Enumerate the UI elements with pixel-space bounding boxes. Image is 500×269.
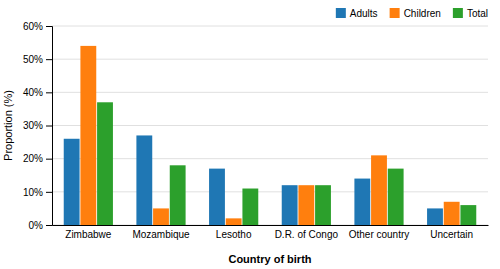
legend-swatch [453,8,463,18]
bars [64,46,477,225]
x-tick: Mozambique [132,229,190,240]
bar [136,135,152,225]
bar [315,185,331,225]
y-tick-label: 60% [23,21,43,32]
chart: 0% 10% 20% 30% 40% 50% 60% Zimbabwe Mozambique Le… [0,0,500,269]
legend-label: Adults [350,8,378,19]
y-tick: 0% [29,220,52,231]
bar [388,169,404,225]
legend: Adults Children Total [336,8,488,19]
y-tick-mark [46,126,52,127]
y-tick: 60% [23,21,52,32]
bar [371,155,387,225]
y-tick-label: 40% [23,87,43,98]
bar [64,139,80,225]
bar [460,205,476,225]
y-tick: 10% [23,187,52,198]
grid-line [52,191,488,192]
y-tick-label: 20% [23,153,43,164]
x-axis-line [53,225,489,226]
y-tick-label: 10% [23,187,43,198]
y-axis-title: Proportion (%) [2,90,14,161]
bar [354,179,370,225]
y-tick-label: 50% [23,54,43,65]
x-tick-label: Uncertain [430,229,473,240]
x-tick: Other country [349,229,410,240]
legend-item: Children [390,8,441,19]
x-axis: Zimbabwe Mozambique Lesotho D.R. of Congo Ot… [53,226,489,241]
y-tick-mark [46,159,52,160]
x-tick: Lesotho [216,229,252,240]
y-axis: 0% 10% 20% 30% 40% 50% 60% [23,21,53,231]
legend-swatch [390,8,400,18]
y-tick: 40% [23,87,52,98]
y-axis-line [46,27,53,226]
bar [427,208,443,225]
x-axis-title: Country of birth [228,253,311,265]
grid-line [52,225,488,226]
legend-item: Adults [336,8,378,19]
y-tick: 20% [23,153,52,164]
bar [170,165,186,225]
y-tick-mark [46,92,52,93]
x-tick: Zimbabwe [65,229,112,240]
y-tick-mark [46,59,52,60]
grid-line [52,92,488,93]
grid-line [52,125,488,126]
bar [242,189,258,225]
y-tick-mark [46,225,52,226]
grid [52,26,488,225]
bar [282,185,298,225]
x-tick-label: Mozambique [132,229,190,240]
legend-item: Total [453,8,488,19]
x-tick-label: D.R. of Congo [275,229,339,240]
bar [298,185,314,225]
bar-series [64,135,443,225]
bar [97,102,113,225]
y-tick-mark [46,192,52,193]
x-tick-label: Lesotho [216,229,252,240]
grid-line [52,26,488,27]
plot: 0% 10% 20% 30% 40% 50% 60% Zimbabwe Mozambique Le… [23,21,489,240]
x-tick: Uncertain [430,229,473,240]
bar-series [97,102,476,225]
grid-line [52,59,488,60]
bar-series [80,46,459,225]
y-tick: 50% [23,54,52,65]
y-tick: 30% [23,120,52,131]
bar [226,218,242,225]
x-tick: D.R. of Congo [275,229,339,240]
y-tick-label: 0% [29,220,44,231]
bar [80,46,96,225]
grid-line [52,158,488,159]
y-tick-label: 30% [23,120,43,131]
bar [444,202,460,225]
x-tick-label: Other country [349,229,410,240]
legend-label: Children [404,8,441,19]
x-tick-label: Zimbabwe [65,229,112,240]
legend-label: Total [467,8,488,19]
bar [153,208,169,225]
legend-swatch [336,8,346,18]
bar [209,169,225,225]
y-tick-mark [46,26,52,27]
